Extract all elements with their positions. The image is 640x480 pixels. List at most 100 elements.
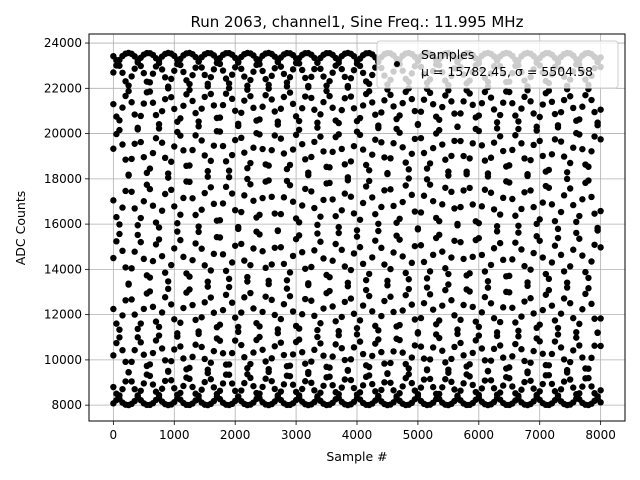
data-point bbox=[426, 89, 434, 97]
data-point bbox=[390, 140, 397, 147]
data-point bbox=[228, 380, 236, 387]
data-point bbox=[420, 149, 428, 157]
data-point bbox=[411, 342, 419, 349]
x-tick-label: 4000 bbox=[342, 428, 373, 442]
data-point bbox=[375, 327, 382, 334]
data-point bbox=[152, 241, 160, 248]
data-point bbox=[503, 273, 510, 280]
data-point bbox=[204, 167, 211, 175]
data-point bbox=[119, 312, 126, 319]
data-point bbox=[137, 320, 144, 327]
data-point bbox=[557, 108, 565, 116]
data-point bbox=[481, 377, 489, 384]
data-point bbox=[460, 187, 467, 194]
data-point bbox=[177, 236, 184, 244]
y-axis-ticks: 8000 10000 12000 14000 16000 18000 20000 22000 2… bbox=[44, 36, 89, 412]
data-point bbox=[509, 100, 516, 107]
data-point bbox=[305, 281, 312, 289]
data-point bbox=[353, 233, 361, 240]
data-point bbox=[429, 344, 437, 351]
data-point bbox=[545, 275, 553, 283]
data-point bbox=[426, 375, 434, 383]
data-point bbox=[478, 100, 486, 107]
data-point bbox=[122, 358, 129, 366]
data-point bbox=[320, 382, 327, 389]
data-point bbox=[570, 314, 577, 322]
data-point bbox=[362, 373, 370, 381]
legend-box bbox=[376, 40, 619, 89]
data-point bbox=[533, 127, 540, 134]
data-point bbox=[192, 109, 199, 117]
data-point bbox=[140, 100, 148, 107]
data-point bbox=[277, 210, 285, 218]
data-point bbox=[509, 256, 516, 263]
data-point bbox=[207, 376, 215, 383]
data-point bbox=[378, 312, 385, 320]
data-point bbox=[539, 380, 546, 388]
data-point bbox=[566, 185, 574, 192]
data-point bbox=[308, 153, 315, 161]
data-point bbox=[387, 359, 394, 367]
data-point bbox=[457, 137, 464, 145]
data-point bbox=[548, 302, 556, 309]
data-point bbox=[332, 396, 339, 403]
data-point bbox=[341, 356, 349, 364]
data-point bbox=[140, 153, 148, 161]
data-point bbox=[487, 377, 495, 384]
data-point bbox=[405, 175, 412, 182]
legend[interactable]: Samples μ = 15782.45, σ = 5504.58 bbox=[376, 40, 619, 89]
data-point bbox=[164, 368, 172, 375]
data-point bbox=[213, 390, 221, 398]
data-point bbox=[204, 83, 211, 90]
data-point bbox=[362, 90, 370, 98]
data-point bbox=[329, 148, 336, 156]
data-point bbox=[146, 79, 154, 86]
data-point bbox=[518, 246, 525, 253]
data-point bbox=[499, 99, 507, 106]
data-point bbox=[180, 355, 187, 362]
data-point bbox=[347, 74, 355, 82]
data-point bbox=[235, 120, 242, 128]
data-point bbox=[128, 188, 135, 195]
y-tick-label: 22000 bbox=[44, 81, 82, 95]
data-point bbox=[143, 371, 151, 378]
data-point bbox=[350, 210, 358, 217]
data-point bbox=[338, 207, 345, 214]
data-point bbox=[317, 389, 324, 396]
data-point bbox=[469, 381, 476, 389]
data-point bbox=[402, 159, 409, 166]
data-point bbox=[155, 121, 163, 128]
data-point bbox=[560, 295, 568, 302]
data-point bbox=[573, 329, 580, 336]
data-point bbox=[384, 282, 391, 289]
data-point bbox=[219, 101, 227, 109]
data-point bbox=[521, 357, 528, 365]
data-point bbox=[183, 91, 190, 98]
data-point bbox=[311, 54, 318, 62]
data-point bbox=[204, 283, 211, 290]
data-point bbox=[171, 385, 178, 392]
data-point bbox=[487, 154, 495, 161]
data-point bbox=[563, 175, 571, 183]
data-point bbox=[189, 383, 196, 391]
data-point bbox=[560, 268, 568, 275]
data-point bbox=[484, 278, 492, 285]
data-point bbox=[168, 93, 175, 101]
data-point bbox=[341, 263, 349, 270]
data-point bbox=[210, 66, 218, 73]
data-point bbox=[509, 195, 516, 203]
data-point bbox=[411, 242, 419, 250]
data-point bbox=[524, 172, 531, 180]
data-point bbox=[353, 227, 361, 234]
data-point bbox=[436, 231, 443, 239]
data-point bbox=[302, 378, 309, 385]
data-point bbox=[426, 268, 434, 275]
data-point bbox=[274, 392, 282, 399]
data-point bbox=[347, 93, 355, 100]
data-point bbox=[113, 213, 120, 221]
data-point bbox=[168, 377, 175, 384]
data-point bbox=[323, 180, 330, 187]
data-point bbox=[238, 65, 245, 73]
data-point bbox=[365, 363, 373, 371]
data-point bbox=[396, 215, 403, 222]
